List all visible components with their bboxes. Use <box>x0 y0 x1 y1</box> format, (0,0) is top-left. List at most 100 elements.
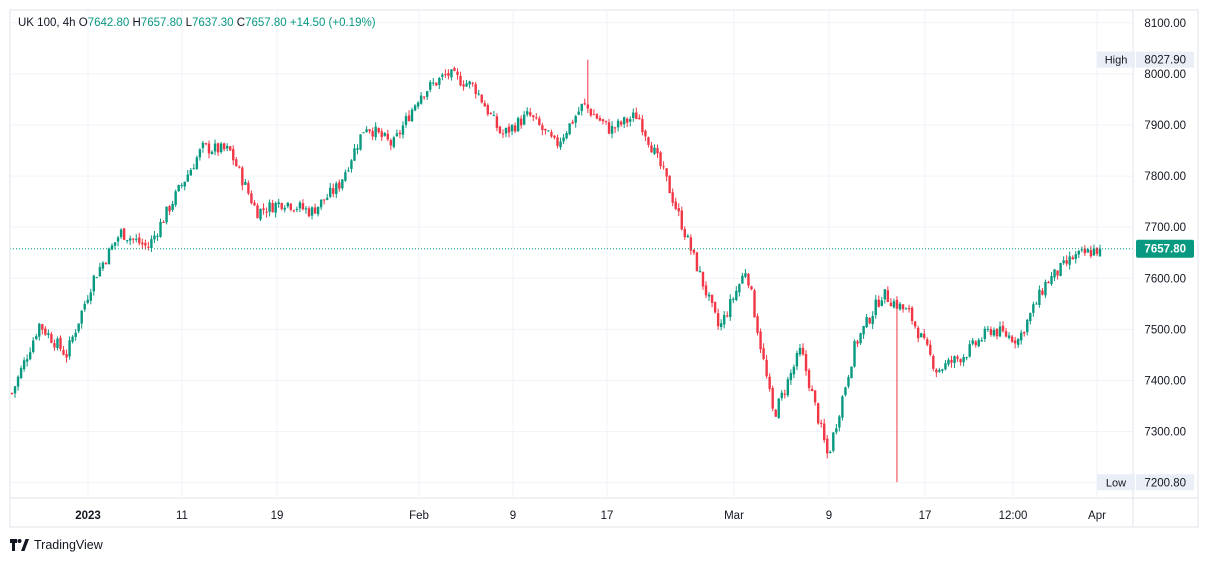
candle-body <box>1074 254 1077 260</box>
candle-body <box>838 416 841 428</box>
candle-body <box>735 290 738 301</box>
candle-body <box>986 328 990 330</box>
candle-body <box>789 373 793 381</box>
candle-body <box>110 245 114 250</box>
candle-body <box>901 304 905 310</box>
x-tick-label: 12:00 <box>999 510 1028 522</box>
candle-body <box>747 273 750 286</box>
brand-name: TradingView <box>34 538 103 552</box>
candle-body <box>277 202 280 205</box>
candle-body <box>98 267 102 277</box>
candle-body <box>247 182 250 194</box>
candle-body <box>777 398 780 418</box>
candle-body <box>650 145 653 153</box>
candles <box>10 59 1102 483</box>
candle-body <box>441 74 444 77</box>
candle-body <box>613 127 617 129</box>
candle-body <box>425 91 429 97</box>
open-label: O <box>78 17 88 29</box>
candle-body <box>638 117 641 120</box>
candle-body <box>744 273 747 277</box>
candle-body <box>250 193 253 204</box>
candle-body <box>677 208 680 212</box>
candle-body <box>701 271 705 287</box>
high-label: H <box>132 17 141 29</box>
candle-body <box>947 359 950 365</box>
candle-body <box>47 333 50 335</box>
candle-body <box>241 167 244 186</box>
symbol-name: UK 100 <box>18 17 57 29</box>
candle-body <box>704 285 708 296</box>
candle-body <box>380 131 383 138</box>
candle-body <box>344 172 347 181</box>
candle-body <box>68 340 71 357</box>
y-tick-label: 7600.00 <box>1144 273 1186 285</box>
candle-body <box>19 368 23 378</box>
candle-body <box>883 289 887 300</box>
candle-body <box>974 341 977 345</box>
candle-body <box>156 235 159 237</box>
candle-body <box>632 112 635 118</box>
candle-body <box>841 396 844 418</box>
candle-body <box>1095 247 1099 254</box>
candle-body <box>1044 281 1047 296</box>
candle-body <box>71 336 74 342</box>
candle-body <box>480 94 483 103</box>
candle-body <box>656 148 659 154</box>
candle-body <box>486 105 490 115</box>
candle-body <box>732 298 735 300</box>
candle-body <box>104 263 108 265</box>
candle-body <box>53 343 56 348</box>
candle-body <box>489 113 493 115</box>
candle-body <box>244 181 247 185</box>
candle-body <box>601 119 605 122</box>
footer[interactable]: TradingView <box>10 538 103 552</box>
candle-body <box>62 349 65 355</box>
candle-body <box>253 202 256 206</box>
change-value: +14.50 (+0.19%) <box>289 17 376 29</box>
candle-body <box>192 168 196 170</box>
high-value-bg <box>1136 51 1194 68</box>
y-tick-label: 7500.00 <box>1144 324 1186 336</box>
candle-body <box>122 228 126 240</box>
candle-body <box>810 388 814 392</box>
candle-body <box>995 328 999 337</box>
candle-body <box>992 330 996 336</box>
candle-body <box>232 149 235 161</box>
candle-body <box>580 103 583 112</box>
candle-body <box>238 166 241 168</box>
candle-body <box>141 242 144 245</box>
candle-body <box>1004 331 1008 337</box>
candle-body <box>910 307 914 322</box>
candle-body <box>716 313 720 327</box>
candle-body <box>756 316 759 333</box>
candle-body <box>274 203 277 213</box>
candle-body <box>729 299 732 318</box>
candle-body <box>1071 257 1074 260</box>
candle-body <box>813 390 817 403</box>
tradingview-logo-icon <box>10 539 29 551</box>
candle-body <box>804 354 808 372</box>
candle-body <box>280 203 283 209</box>
candle-body <box>319 199 323 208</box>
candle-body <box>898 303 902 310</box>
candle-body <box>1059 263 1062 276</box>
candle-body <box>125 240 129 242</box>
candle-body <box>59 337 62 350</box>
candle-body <box>25 359 29 362</box>
candle-body <box>529 112 532 116</box>
candle-body <box>989 329 993 335</box>
candle-body <box>607 122 611 134</box>
candle-body <box>507 126 511 133</box>
candle-body <box>80 310 83 324</box>
candle-body <box>289 203 293 210</box>
candle-body <box>86 299 89 303</box>
candle-body <box>904 308 908 310</box>
candle-body <box>516 117 520 132</box>
candle-body <box>77 323 80 332</box>
candle-body <box>465 83 468 87</box>
candle-body <box>438 77 441 85</box>
candle-body <box>359 134 362 150</box>
